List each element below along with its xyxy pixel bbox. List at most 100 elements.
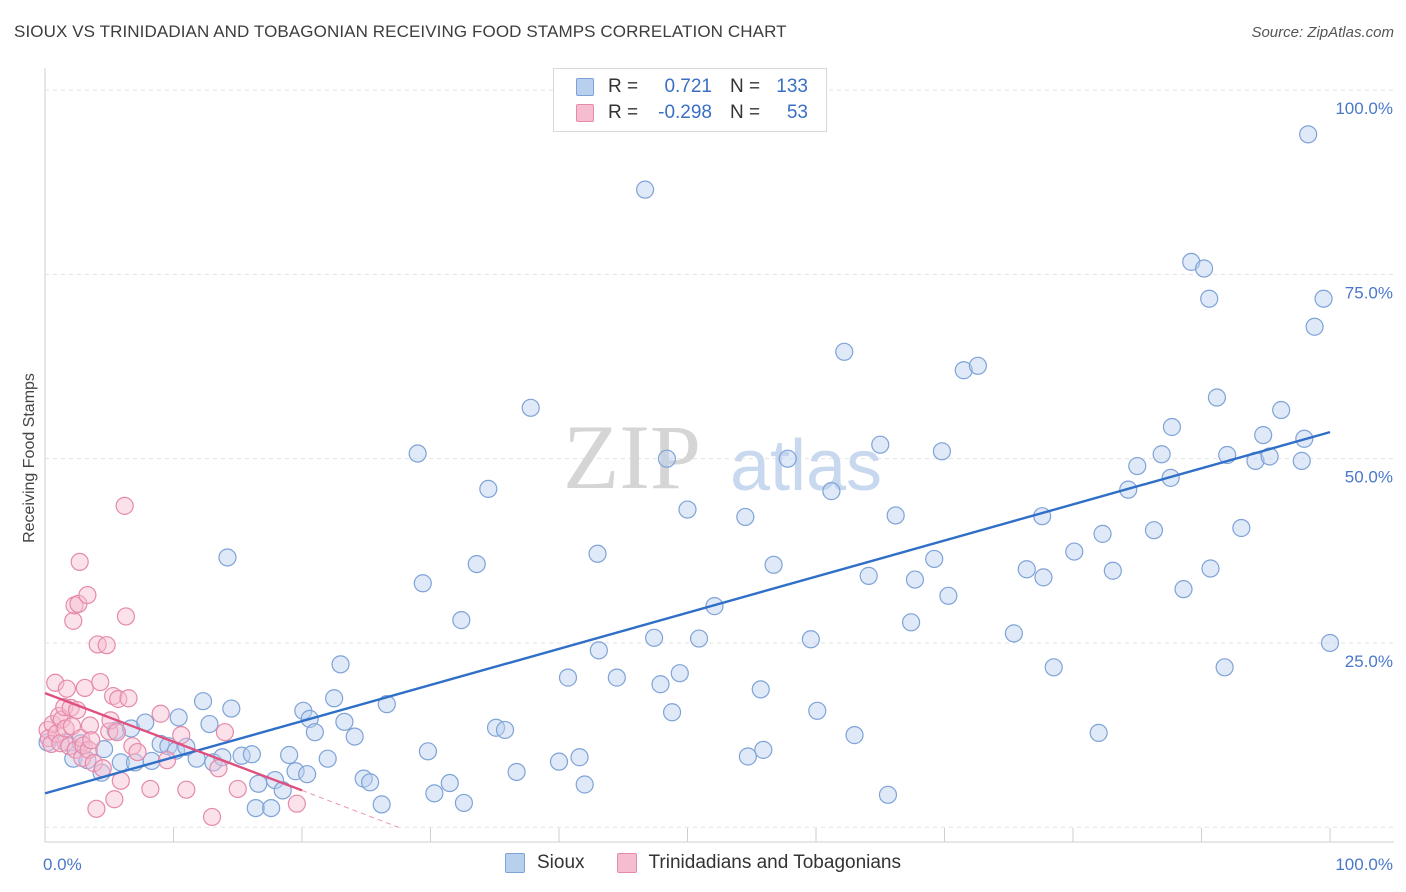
sioux-point bbox=[1044, 658, 1063, 677]
sioux-point bbox=[1128, 456, 1147, 476]
legend-n-value: 53 bbox=[786, 102, 808, 123]
sioux-point bbox=[280, 745, 299, 765]
trinidadian-point bbox=[119, 689, 138, 708]
axes bbox=[44, 68, 1394, 843]
sioux-point bbox=[835, 342, 854, 361]
x-tick-label: 100.0% bbox=[1335, 855, 1393, 874]
trinidadian-trendline-extension bbox=[301, 789, 399, 828]
sioux-point bbox=[1320, 633, 1340, 653]
sioux-point bbox=[1299, 125, 1318, 144]
sioux-point bbox=[878, 785, 898, 804]
trinidadian-point bbox=[172, 726, 191, 745]
trinidadian-point bbox=[84, 754, 103, 773]
sioux-point bbox=[298, 765, 317, 784]
sioux-trendline bbox=[44, 430, 1331, 795]
legend-n-value: 133 bbox=[776, 76, 808, 97]
sioux-point bbox=[588, 544, 607, 563]
sioux-point bbox=[335, 712, 354, 731]
sioux-point bbox=[644, 628, 664, 647]
tick-labels: 25.0% 50.0% 75.0% 100.0% 0.0% 100.0% bbox=[43, 99, 1393, 874]
legend-r-value: 0.721 bbox=[664, 76, 712, 97]
sioux-point bbox=[871, 435, 890, 454]
x-tick-label: 0.0% bbox=[43, 855, 82, 874]
sioux-point bbox=[1034, 568, 1053, 587]
sioux-point bbox=[305, 723, 324, 742]
watermark-atlas: atlas bbox=[730, 426, 882, 506]
legend-row-trinidadian: R = -0.298 N = 53 bbox=[576, 100, 808, 126]
sioux-point bbox=[249, 774, 268, 793]
sioux-point bbox=[635, 180, 655, 199]
trinidadian-point bbox=[46, 673, 65, 692]
watermark: ZIP atlas bbox=[563, 406, 882, 508]
sioux-point bbox=[222, 699, 241, 718]
sioux-point bbox=[1065, 542, 1084, 561]
legend-n-label: N = bbox=[730, 76, 761, 97]
trinidadian-trendline bbox=[44, 691, 303, 792]
sioux-point bbox=[479, 479, 498, 499]
sioux-point bbox=[318, 749, 337, 768]
sioux-point bbox=[751, 680, 770, 699]
trinidadian-point bbox=[209, 759, 228, 778]
sioux-point bbox=[1162, 417, 1182, 437]
sioux-point bbox=[662, 703, 682, 722]
sioux-point bbox=[1152, 445, 1171, 464]
sioux-point bbox=[372, 795, 391, 814]
sioux-point bbox=[939, 586, 958, 605]
legend-item-sioux[interactable]: Sioux bbox=[505, 852, 585, 874]
sioux-point bbox=[589, 641, 608, 660]
legend-swatch-trinidadian bbox=[616, 853, 637, 873]
sioux-point bbox=[345, 727, 364, 746]
trinidadian-point bbox=[116, 607, 136, 626]
trinidadian-point bbox=[215, 723, 234, 742]
sioux-point bbox=[1305, 317, 1324, 336]
trinidadian-point bbox=[57, 679, 76, 698]
series-legend: Sioux Trinidadians and Tobagonians bbox=[0, 852, 1406, 874]
sioux-point bbox=[193, 692, 213, 711]
sioux-point bbox=[845, 726, 864, 745]
trinidadian-point bbox=[104, 686, 123, 706]
sioux-point bbox=[1004, 624, 1023, 643]
legend-swatch-sioux bbox=[576, 78, 594, 96]
sioux-point bbox=[1272, 400, 1291, 420]
sioux-point bbox=[1232, 518, 1251, 538]
sioux-point bbox=[246, 798, 265, 818]
y-tick-label: 75.0% bbox=[1345, 283, 1393, 302]
y-tick-label: 50.0% bbox=[1345, 468, 1393, 487]
sioux-point bbox=[736, 507, 755, 527]
sioux-point bbox=[1254, 425, 1273, 445]
sioux-point bbox=[575, 775, 594, 794]
sioux-point bbox=[1194, 259, 1214, 278]
gridlines bbox=[45, 89, 1394, 828]
trinidadian-point bbox=[177, 780, 196, 799]
sioux-point bbox=[925, 549, 944, 569]
sioux-point bbox=[95, 740, 114, 759]
trinidadian-point bbox=[105, 790, 124, 809]
sioux-point bbox=[218, 548, 237, 567]
trinidadian-point bbox=[141, 779, 160, 799]
legend-item-trinidadian[interactable]: Trinidadians and Tobagonians bbox=[616, 852, 901, 874]
trinidadian-point bbox=[228, 779, 247, 799]
sioux-point bbox=[678, 500, 697, 519]
sioux-point bbox=[1103, 561, 1122, 580]
legend-swatch-trinidadian bbox=[576, 104, 594, 122]
sioux-point bbox=[262, 798, 281, 818]
sioux-point bbox=[331, 655, 350, 674]
trinidadian-point bbox=[287, 794, 306, 813]
trinidadian-point bbox=[128, 742, 147, 762]
sioux-point bbox=[1144, 521, 1164, 540]
sioux-points bbox=[38, 125, 1340, 818]
sioux-point bbox=[1089, 723, 1108, 743]
legend-r-label: R = bbox=[608, 102, 639, 123]
sioux-point bbox=[1201, 559, 1220, 578]
trinidadian-point bbox=[123, 737, 142, 756]
sioux-point bbox=[452, 611, 471, 630]
sioux-point bbox=[689, 629, 709, 648]
sioux-point bbox=[808, 701, 827, 720]
sioux-point bbox=[440, 773, 459, 793]
y-tick-label: 100.0% bbox=[1335, 99, 1393, 118]
sioux-point bbox=[932, 442, 952, 461]
trinidadian-points bbox=[38, 496, 306, 827]
sioux-point bbox=[1314, 289, 1333, 308]
sioux-point bbox=[558, 668, 578, 687]
trinidadian-point bbox=[64, 611, 83, 630]
